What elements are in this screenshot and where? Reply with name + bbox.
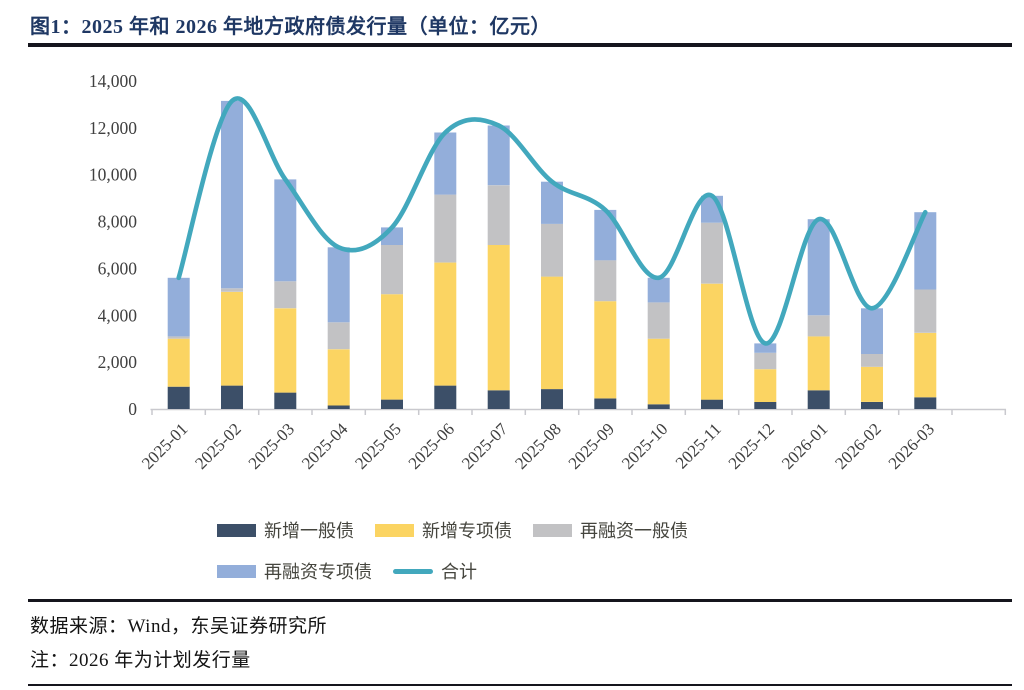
refinance-general-swatch-icon bbox=[533, 523, 572, 537]
svg-text:2025-02: 2025-02 bbox=[191, 419, 245, 473]
svg-text:2026-03: 2026-03 bbox=[885, 419, 939, 473]
legend-item-new-general: 新增一般债 bbox=[217, 517, 354, 543]
svg-text:0: 0 bbox=[128, 399, 137, 419]
refinance-special-swatch-icon bbox=[217, 564, 256, 578]
svg-text:2025-06: 2025-06 bbox=[405, 419, 459, 473]
svg-text:2025-07: 2025-07 bbox=[458, 419, 512, 473]
svg-text:2025-04: 2025-04 bbox=[298, 419, 352, 473]
legend-label-new-special: 新增专项债 bbox=[422, 521, 512, 541]
new-general-swatch-icon bbox=[217, 523, 256, 537]
svg-text:12,000: 12,000 bbox=[89, 118, 137, 138]
bond-issuance-chart: 0 2,000 4,000 6,000 8,000 10,000 12,000 14,000 2… bbox=[89, 71, 1007, 473]
svg-text:2025-09: 2025-09 bbox=[565, 419, 619, 473]
figure-title: 图1：2025 年和 2026 年地方政府债发行量（单位：亿元） bbox=[30, 16, 551, 38]
svg-text:10,000: 10,000 bbox=[89, 165, 137, 185]
svg-text:8,000: 8,000 bbox=[98, 212, 138, 232]
legend-label-new-general: 新增一般债 bbox=[264, 521, 354, 541]
legend-row-2: 再融资专项债 合计 bbox=[217, 558, 688, 584]
svg-text:2025-03: 2025-03 bbox=[245, 419, 299, 473]
footnote: 注：2026 年为计划发行量 bbox=[30, 650, 251, 671]
legend-item-refinance-special: 再融资专项债 bbox=[217, 558, 372, 584]
svg-text:4,000: 4,000 bbox=[98, 305, 138, 325]
data-source-note: 数据来源：Wind，东吴证券研究所 bbox=[30, 616, 327, 637]
legend-label-refinance-special: 再融资专项债 bbox=[264, 562, 372, 582]
legend-item-new-special: 新增专项债 bbox=[375, 517, 512, 543]
legend-item-total: 合计 bbox=[393, 558, 477, 584]
legend-row-1: 新增一般债 新增专项债 再融资一般债 bbox=[217, 517, 688, 543]
svg-text:2025-10: 2025-10 bbox=[618, 419, 672, 473]
svg-text:2025-11: 2025-11 bbox=[672, 419, 725, 472]
svg-text:2026-02: 2026-02 bbox=[831, 419, 885, 473]
svg-text:2,000: 2,000 bbox=[98, 352, 138, 372]
svg-text:6,000: 6,000 bbox=[98, 258, 138, 278]
total-line-swatch-icon bbox=[393, 568, 433, 574]
svg-text:2025-12: 2025-12 bbox=[725, 419, 779, 473]
svg-text:2025-05: 2025-05 bbox=[351, 419, 405, 473]
bottom-divider bbox=[28, 684, 1012, 686]
chart-legend: 新增一般债 新增专项债 再融资一般债 再融资专项债 合计 bbox=[217, 517, 688, 584]
chart-area: 0 2,000 4,000 6,000 8,000 10,000 12,000 14,000 2… bbox=[0, 55, 1024, 505]
new-special-swatch-icon bbox=[375, 523, 414, 537]
svg-text:2025-08: 2025-08 bbox=[511, 419, 565, 473]
legend-label-total: 合计 bbox=[441, 562, 477, 582]
svg-text:14,000: 14,000 bbox=[89, 71, 137, 91]
title-divider bbox=[28, 43, 1012, 47]
footer-divider bbox=[28, 599, 1012, 602]
svg-text:2026-01: 2026-01 bbox=[778, 419, 832, 473]
svg-text:2025-01: 2025-01 bbox=[138, 419, 192, 473]
legend-label-refinance-general: 再融资一般债 bbox=[580, 521, 688, 541]
legend-item-refinance-general: 再融资一般债 bbox=[533, 517, 688, 543]
